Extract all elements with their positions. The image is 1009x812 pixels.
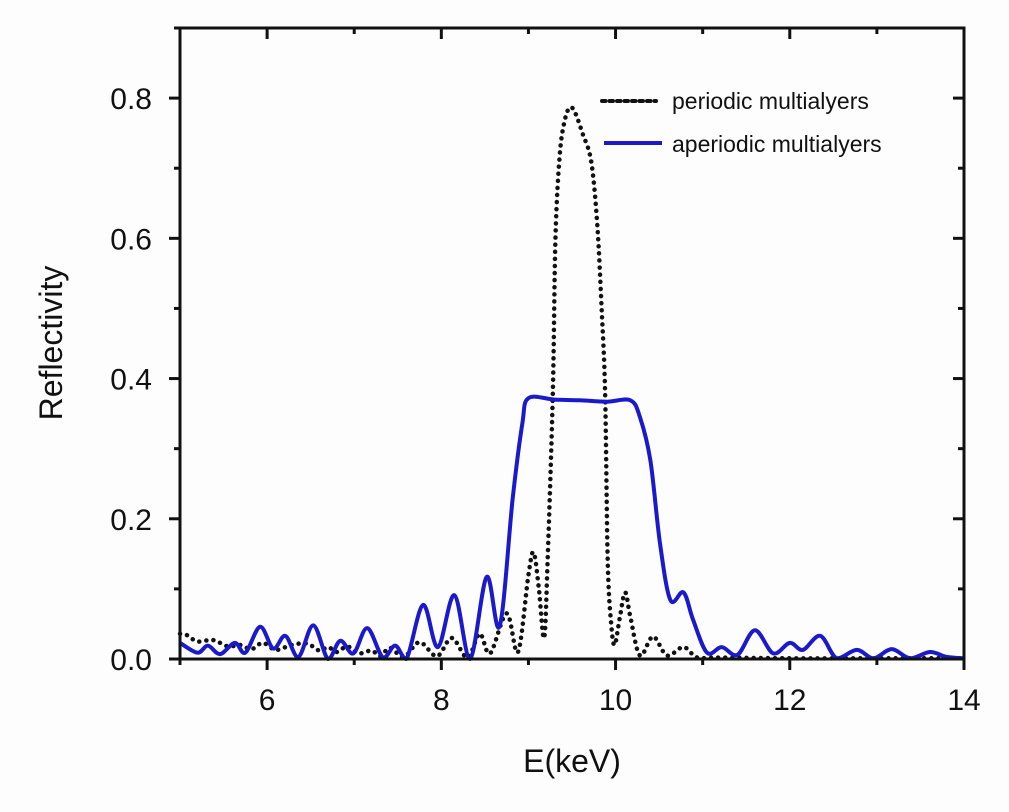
x-tick-label: 12	[773, 684, 806, 717]
legend-label-periodic: periodic multialyers	[672, 88, 869, 114]
series-line-periodic	[177, 104, 967, 661]
y-axis-title: Reflectivity	[33, 266, 69, 421]
ticks	[169, 26, 966, 670]
y-tick-label: 0.4	[110, 364, 152, 397]
curves	[177, 104, 967, 661]
y-tick-label: 0.8	[110, 83, 152, 116]
y-tick-label: 0.2	[110, 504, 152, 537]
y-tick-label: 0.0	[110, 644, 152, 677]
tick-labels: 6 8 10 12 14 0.0 0.2 0.4 0.6 0.8	[110, 83, 980, 717]
x-tick-label: 14	[947, 684, 980, 717]
legend-label-aperiodic: aperiodic multialyers	[672, 131, 882, 157]
x-axis-title: E(keV)	[523, 743, 621, 779]
y-tick-label: 0.6	[110, 223, 152, 256]
plot-frame	[178, 26, 966, 661]
x-tick-label: 8	[433, 684, 450, 717]
x-tick-label: 10	[599, 684, 632, 717]
x-tick-label: 6	[259, 684, 276, 717]
series-line-aperiodic	[178, 394, 965, 661]
legend: periodic multialyers aperiodic multialye…	[600, 88, 882, 157]
